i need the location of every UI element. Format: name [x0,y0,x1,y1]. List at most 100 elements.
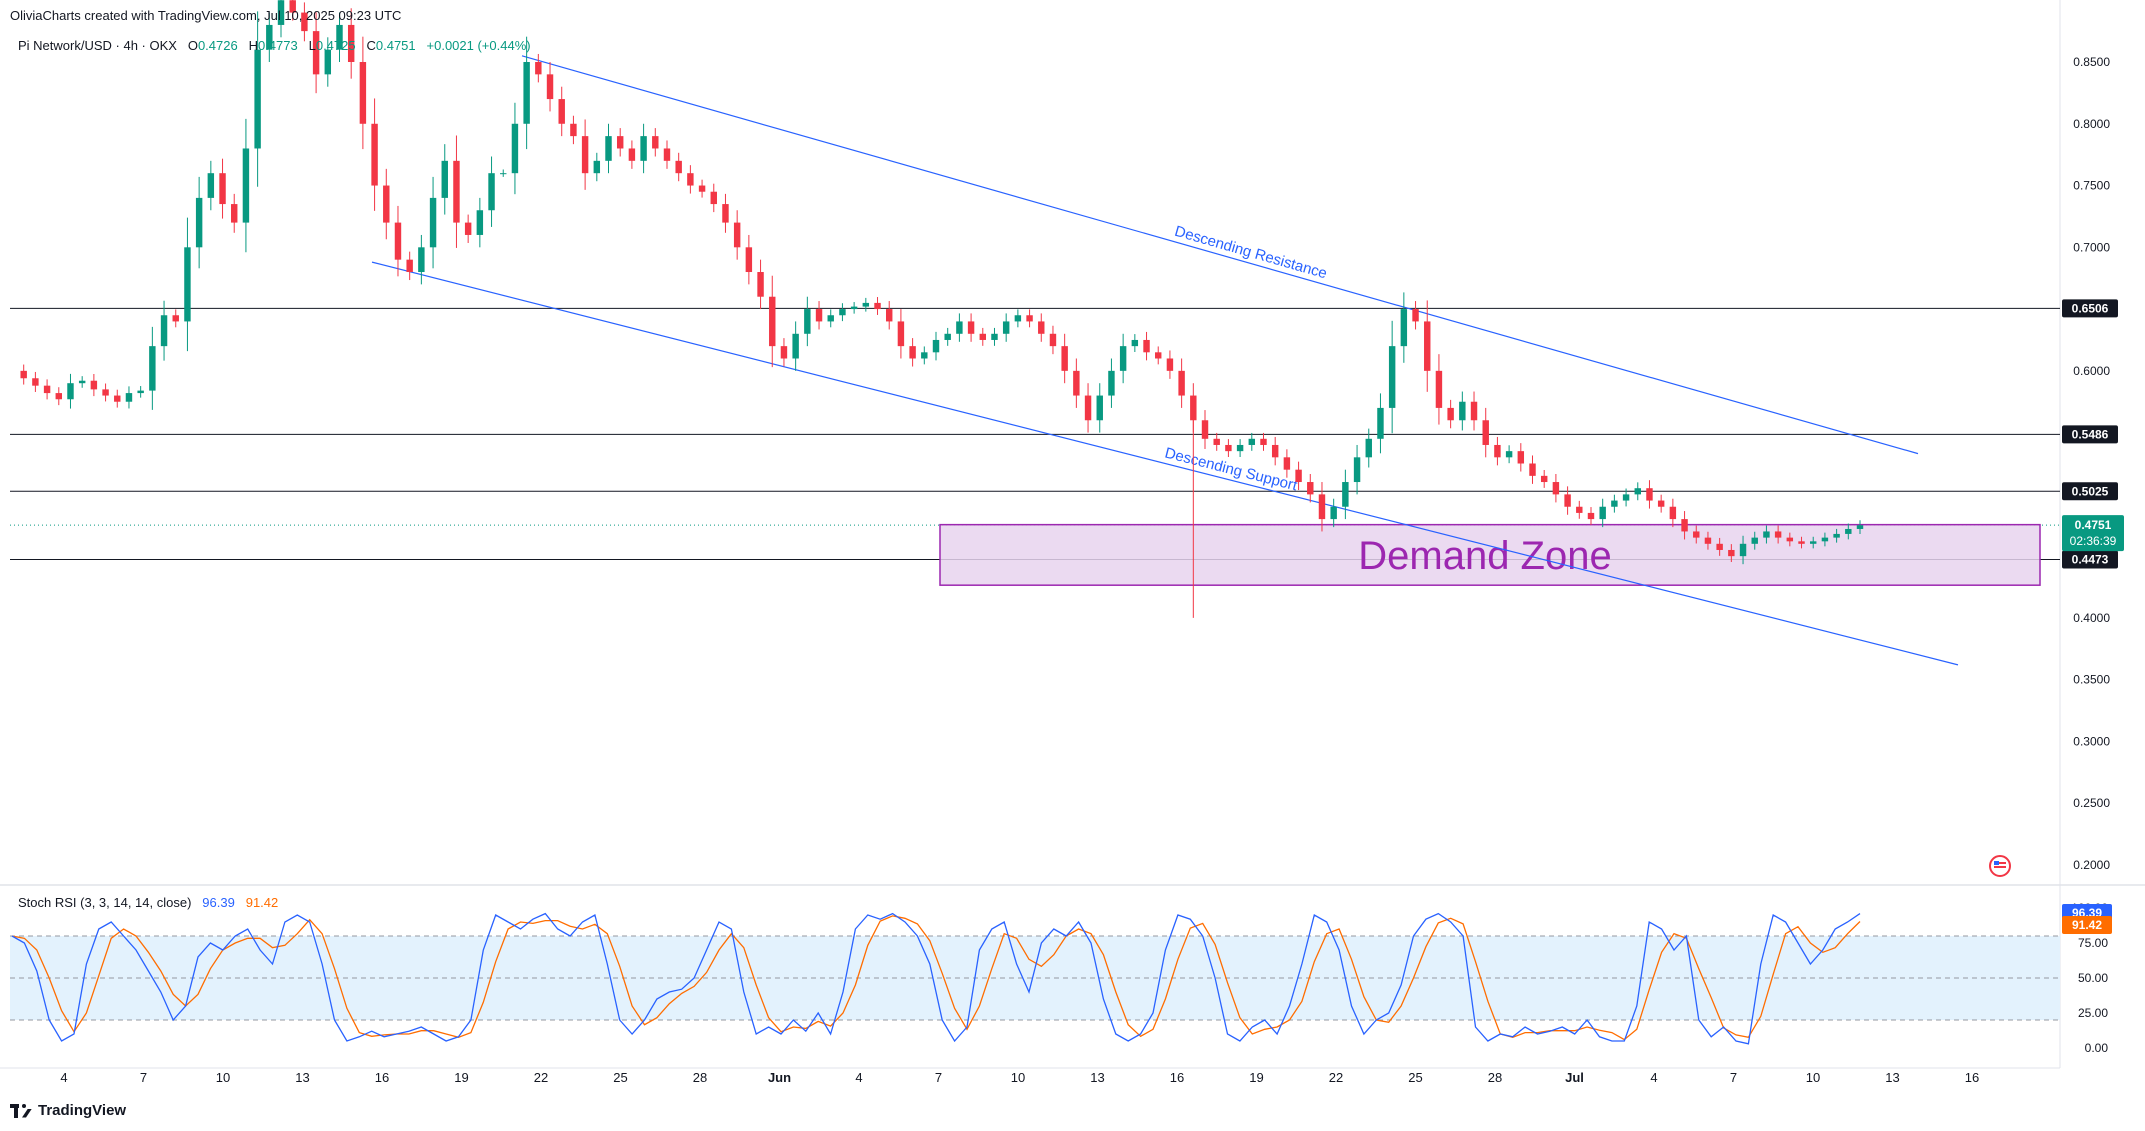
candle-body[interactable] [1330,506,1337,520]
candle-body[interactable] [1704,537,1712,544]
candle-body[interactable] [1587,512,1595,520]
candle-body[interactable] [640,136,647,161]
candle-body[interactable] [616,136,624,149]
candle-body[interactable] [1213,438,1220,445]
candle-body[interactable] [1798,541,1805,544]
candle-body[interactable] [312,31,320,75]
candle-body[interactable] [1833,533,1840,538]
candle-body[interactable] [1435,370,1443,408]
candle-body[interactable] [523,62,530,124]
candle-body[interactable] [757,272,764,297]
candle-body[interactable] [394,222,402,260]
candle-body[interactable] [1225,444,1232,452]
candle-body[interactable] [745,247,753,273]
candle-body[interactable] [675,160,682,174]
candle-body[interactable] [1295,469,1302,483]
candle-body[interactable] [1190,395,1197,421]
candle-body[interactable] [909,346,916,359]
candle-body[interactable] [885,309,893,322]
candle-body[interactable] [1119,346,1127,371]
candle-body[interactable] [1599,506,1606,520]
candle-body[interactable] [1318,494,1326,520]
candle-body[interactable] [546,74,554,100]
candle-body[interactable] [804,309,811,334]
us-flag-icon[interactable] [1989,855,2011,877]
candle-body[interactable] [1353,457,1361,483]
candle-body[interactable] [780,346,788,359]
candle-body[interactable] [1002,321,1010,334]
candle-body[interactable] [1482,420,1489,445]
candle-body[interactable] [289,0,296,13]
candle-body[interactable] [149,346,156,391]
candle-body[interactable] [1307,482,1314,495]
candle-body[interactable] [78,380,86,384]
candle-body[interactable] [125,393,133,402]
candle-body[interactable] [1459,401,1466,421]
candle-body[interactable] [1494,444,1501,458]
candle-body[interactable] [1271,444,1279,458]
candle-body[interactable] [1786,537,1794,542]
candle-body[interactable] [301,12,308,32]
candle-body[interactable] [1131,339,1139,347]
candle-body[interactable] [1447,407,1454,421]
descending-support-line[interactable] [371,261,1959,666]
candle-body[interactable] [1096,395,1103,421]
candle-body[interactable] [1505,451,1513,458]
candle-body[interactable] [453,160,460,223]
candle-body[interactable] [137,390,144,394]
candle-body[interactable] [1155,352,1162,359]
candle-body[interactable] [67,383,74,400]
candle-body[interactable] [1552,482,1560,495]
candle-body[interactable] [277,0,285,25]
candle-body[interactable] [266,24,273,50]
candle-body[interactable] [102,389,109,396]
candle-body[interactable] [1424,321,1431,371]
candle-body[interactable] [1470,401,1478,421]
candle-body[interactable] [371,123,378,186]
candle-body[interactable] [1657,500,1665,507]
candle-body[interactable] [1073,370,1080,396]
candle-body[interactable] [570,123,577,137]
candle-body[interactable] [1143,339,1150,353]
candle-body[interactable] [1236,444,1244,452]
candle-body[interactable] [418,247,425,273]
candle-body[interactable] [1260,438,1267,445]
candle-body[interactable] [605,136,612,161]
candle-body[interactable] [792,333,799,359]
candle-body[interactable] [1611,500,1618,507]
candle-body[interactable] [1693,531,1700,538]
candle-body[interactable] [1201,420,1209,439]
candle-body[interactable] [207,173,215,198]
candle-body[interactable] [710,191,717,205]
candle-body[interactable] [815,309,823,322]
candle-body[interactable] [55,393,63,400]
candle-body[interactable] [862,302,870,307]
candle-body[interactable] [850,306,858,310]
candle-body[interactable] [1728,549,1735,557]
candle-body[interactable] [956,321,963,334]
candle-body[interactable] [1856,525,1864,529]
candle-body[interactable] [827,315,834,322]
candle-body[interactable] [1763,531,1770,538]
candle-body[interactable] [195,197,203,248]
candle-body[interactable] [944,333,951,340]
candle-body[interactable] [897,321,905,347]
candle-body[interactable] [254,49,261,149]
candle-body[interactable] [1248,438,1256,445]
candle-body[interactable] [1821,537,1829,542]
demand-zone-box[interactable] [939,523,2041,586]
candle-body[interactable] [663,148,671,161]
candle-body[interactable] [441,160,448,198]
candle-body[interactable] [1038,321,1045,334]
candle-body[interactable] [429,197,437,248]
candle-body[interactable] [1716,543,1723,550]
candle-body[interactable] [921,352,928,359]
candle-body[interactable] [1166,358,1174,371]
candle-body[interactable] [1400,309,1408,347]
candle-body[interactable] [1388,346,1396,408]
candle-body[interactable] [1529,463,1536,476]
candle-body[interactable] [1061,346,1068,371]
candle-body[interactable] [231,204,238,223]
candle-body[interactable] [1681,519,1688,532]
candle-body[interactable] [90,380,98,390]
